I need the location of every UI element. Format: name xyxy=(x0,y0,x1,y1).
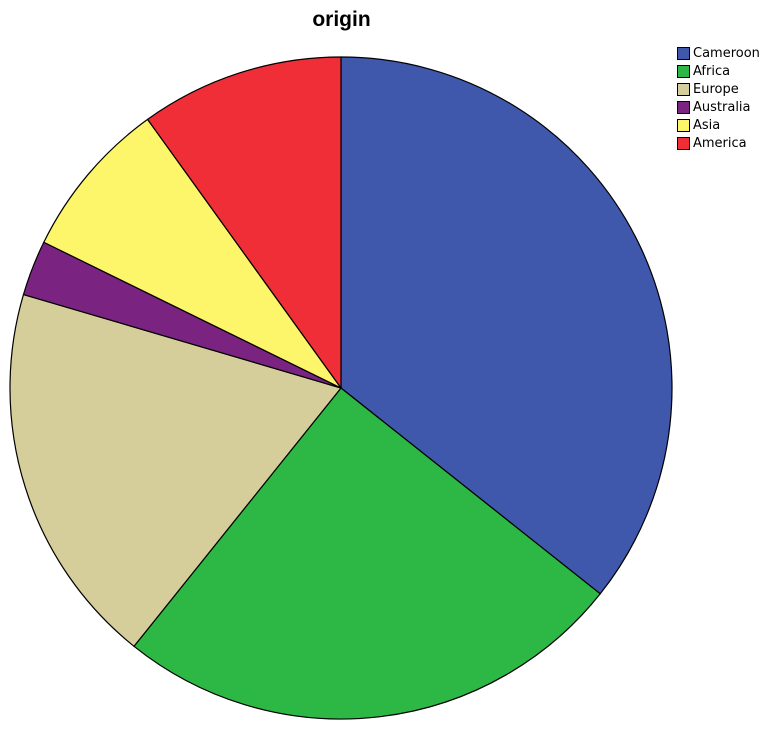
legend-swatch xyxy=(677,46,690,60)
legend-label: Cameroon xyxy=(693,45,760,61)
legend: Cameroon Africa Europe Australia Asia America xyxy=(677,44,760,152)
legend-swatch xyxy=(677,100,690,114)
legend-item-cameroon: Cameroon xyxy=(677,44,760,62)
legend-item-asia: Asia xyxy=(677,116,760,134)
pie-slice-asia xyxy=(43,118,342,389)
legend-item-australia: Australia xyxy=(677,98,760,116)
legend-item-africa: Africa xyxy=(677,62,760,80)
pie-slice-africa xyxy=(133,387,601,720)
legend-swatch xyxy=(677,82,690,96)
legend-label: America xyxy=(693,135,747,151)
legend-label: Europe xyxy=(693,81,739,97)
legend-label: Asia xyxy=(693,117,721,133)
legend-item-america: America xyxy=(677,134,760,152)
pie-slice-europe xyxy=(9,293,342,647)
legend-label: Africa xyxy=(693,63,731,79)
pie-slice-cameroon xyxy=(340,56,673,595)
pie-slice-america xyxy=(146,56,342,389)
legend-swatch xyxy=(677,136,690,150)
legend-swatch xyxy=(677,64,690,78)
chart-title: origin xyxy=(312,8,371,31)
legend-swatch xyxy=(677,118,690,132)
legend-label: Australia xyxy=(693,99,751,115)
legend-item-europe: Europe xyxy=(677,80,760,98)
